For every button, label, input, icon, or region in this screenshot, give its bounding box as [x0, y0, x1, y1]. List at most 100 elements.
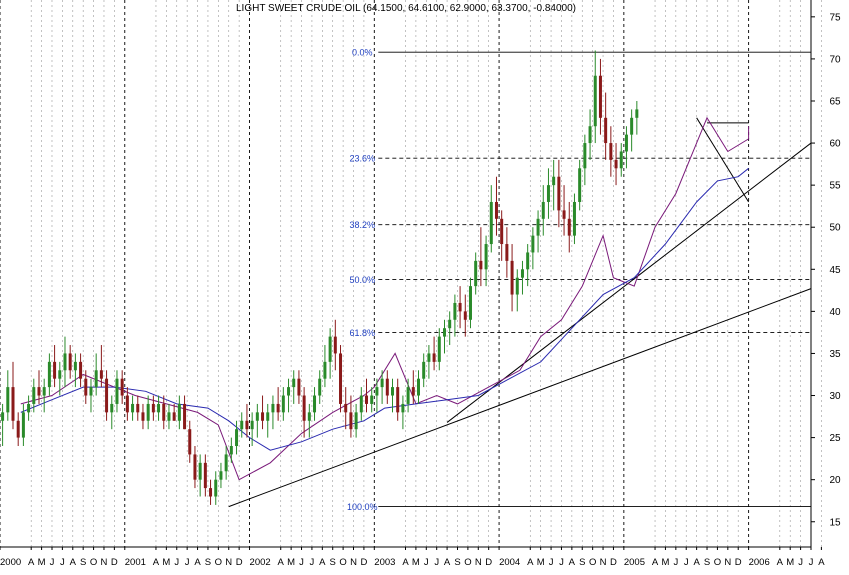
x-tick-label: 2001	[125, 557, 146, 568]
y-tick-label: 15	[829, 517, 841, 528]
x-tick-label: A	[402, 557, 409, 568]
x-tick-label: A	[153, 557, 160, 568]
x-tick-label: M	[537, 557, 545, 568]
x-tick-label: S	[579, 557, 585, 568]
trendline-layer	[228, 117, 812, 508]
x-tick-label: D	[485, 557, 492, 568]
x-tick-label: S	[704, 557, 710, 568]
candle-body	[68, 353, 72, 371]
candle-body	[37, 387, 41, 396]
candle-body	[297, 378, 301, 396]
candle-body	[375, 387, 379, 396]
candle-body	[536, 218, 540, 236]
x-tick-label: 2004	[499, 557, 520, 568]
candle-body	[385, 378, 389, 396]
candle-body	[63, 353, 67, 371]
candle-body	[193, 454, 197, 480]
x-tick-label: N	[350, 557, 357, 568]
candle-body	[167, 412, 171, 421]
x-tick-label: O	[215, 557, 222, 568]
candle-body	[557, 176, 561, 211]
x-tick-label: 2005	[624, 557, 645, 568]
candle-body	[562, 210, 566, 219]
candle-body	[339, 353, 343, 404]
x-tick-label: M	[287, 557, 295, 568]
candle-body	[240, 420, 244, 430]
x-tick-label: N	[724, 557, 731, 568]
x-tick-label: O	[464, 557, 471, 568]
x-tick-label: 2000	[0, 557, 21, 568]
candle-body	[541, 201, 545, 219]
y-tick-label: 65	[829, 96, 841, 107]
candle-body	[141, 412, 145, 421]
candle-body	[99, 370, 103, 379]
candle-body	[177, 403, 181, 421]
x-tick-label: J	[549, 557, 554, 568]
candle-body	[110, 403, 114, 413]
candle-body	[162, 403, 166, 421]
candle-body	[125, 395, 129, 413]
candle-body	[630, 117, 634, 135]
candle-body	[183, 403, 187, 430]
candle-body	[42, 387, 46, 396]
candle-body	[292, 378, 296, 388]
x-tick-label: S	[80, 557, 86, 568]
candle-body	[328, 336, 332, 362]
candle-body	[365, 395, 369, 404]
candle-body	[520, 269, 524, 278]
candle-body	[546, 185, 550, 202]
candle-body	[261, 412, 265, 421]
grid-layer	[0, 0, 822, 547]
candle-body	[588, 126, 592, 144]
candle-body	[11, 387, 15, 421]
candle-body	[250, 420, 254, 430]
candle-body	[58, 370, 62, 379]
candle-body	[27, 403, 31, 413]
x-tick-label: S	[330, 557, 336, 568]
x-tick-label: O	[589, 557, 596, 568]
candle-body	[219, 471, 223, 480]
x-tick-label: A	[693, 557, 700, 568]
candle-body	[609, 143, 613, 160]
candle-body	[359, 395, 363, 413]
x-tick-label: M	[38, 557, 46, 568]
fib-level-label: 38.2%	[350, 220, 376, 230]
candle-body	[442, 328, 446, 337]
candle-body	[333, 336, 337, 354]
candle-body	[427, 353, 431, 362]
y-tick-label: 35	[829, 349, 841, 360]
y-tick-label: 70	[829, 54, 841, 65]
candle-body	[131, 403, 135, 413]
x-tick-label: J	[310, 557, 315, 568]
y-tick-label: 30	[829, 391, 841, 402]
candle-body	[526, 252, 530, 270]
candle-body	[229, 446, 233, 455]
x-tick-label: J	[684, 557, 689, 568]
x-tick-label: J	[798, 557, 803, 568]
candle-body	[32, 387, 36, 404]
ma-short	[20, 116, 750, 481]
candle-body	[198, 462, 202, 480]
x-tick-label: D	[236, 557, 243, 568]
candle-body	[624, 134, 628, 152]
x-tick-label: J	[185, 557, 190, 568]
x-tick-label: D	[735, 557, 742, 568]
x-tick-label: J	[434, 557, 439, 568]
candle-body	[266, 412, 270, 421]
x-tick-label: A	[194, 557, 201, 568]
y-tick-label: 75	[829, 12, 841, 23]
candle-body	[572, 201, 576, 236]
y-tick-label: 50	[829, 223, 841, 234]
fib-level-label: 100.0%	[347, 502, 378, 512]
candle-body	[494, 201, 498, 219]
x-tick-label: S	[205, 557, 211, 568]
x-tick-label: J	[174, 557, 179, 568]
candle-body	[578, 168, 582, 202]
x-tick-label: J	[299, 557, 304, 568]
candle-body	[281, 395, 285, 413]
x-tick-label: J	[424, 557, 429, 568]
candle-body	[567, 218, 571, 236]
